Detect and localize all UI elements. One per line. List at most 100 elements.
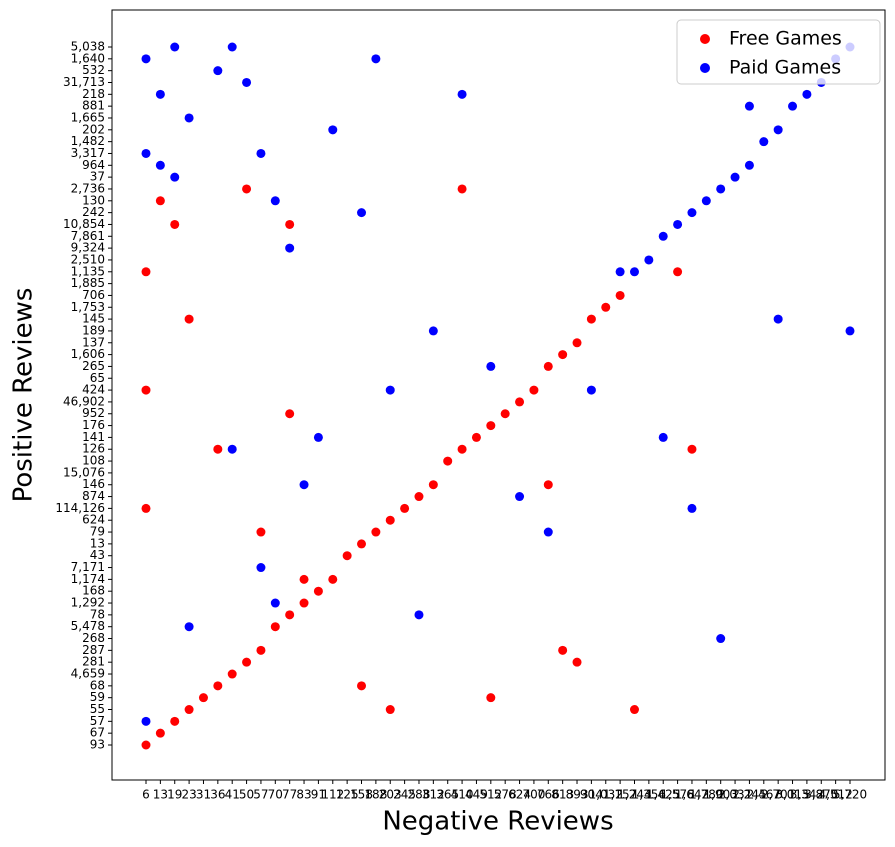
x-tick-label: 288 (408, 788, 431, 802)
x-tick-label: 19 (167, 788, 182, 802)
point (515, 397, 525, 407)
point (601, 302, 611, 312)
point (385, 705, 395, 715)
legend-box (676, 19, 881, 85)
point (759, 137, 769, 147)
point (486, 693, 496, 703)
y-tick-label: 218 (82, 87, 105, 101)
point (788, 101, 798, 111)
y-tick-label: 126 (82, 442, 105, 456)
y-tick-label: 7,171 (71, 560, 105, 574)
point (730, 172, 740, 182)
x-tick-label: 1,642 (675, 788, 709, 802)
point (141, 54, 151, 64)
point (256, 148, 266, 158)
y-tick-label: 189 (82, 323, 105, 337)
x-tick-label: 203 (379, 788, 402, 802)
point (629, 267, 639, 277)
y-tick-label: 9,324 (71, 241, 105, 255)
x-tick-label: 624 (508, 788, 531, 802)
point (184, 314, 194, 324)
point (198, 693, 208, 703)
point (256, 527, 266, 537)
y-tick-label: 43 (90, 548, 105, 562)
point (673, 219, 683, 229)
point (658, 432, 668, 442)
x-tick-label: 158 (350, 788, 373, 802)
point (227, 42, 237, 52)
point (457, 89, 467, 99)
point (357, 539, 367, 549)
point (285, 409, 295, 419)
point (227, 669, 237, 679)
point (357, 681, 367, 691)
point (357, 208, 367, 218)
point (701, 196, 711, 206)
y-tick-label: 881 (82, 99, 105, 113)
x-tick-label: 2,031 (718, 788, 752, 802)
point (471, 432, 481, 442)
y-tick-label: 265 (82, 359, 105, 373)
point (428, 480, 438, 490)
point (414, 610, 424, 620)
point (802, 89, 812, 99)
y-tick-label: 3,317 (71, 146, 105, 160)
point (270, 196, 280, 206)
point (299, 574, 309, 584)
point (141, 716, 151, 726)
x-tick-label: 188 (364, 788, 387, 802)
x-tick-label: 1,425 (646, 788, 680, 802)
plot-frame (111, 9, 886, 781)
point (558, 645, 568, 655)
x-tick-label: 41 (225, 788, 240, 802)
y-tick-label: 114,126 (55, 501, 105, 515)
y-tick-label: 141 (82, 430, 105, 444)
x-tick-label: 2,245 (732, 788, 766, 802)
point (184, 113, 194, 123)
x-tick-label: 3,342 (790, 788, 824, 802)
point (586, 385, 596, 395)
point (400, 503, 410, 513)
y-tick-label: 202 (82, 122, 105, 136)
x-tick-label: 449 (465, 788, 488, 802)
point (155, 89, 165, 99)
point (170, 219, 180, 229)
y-tick-label: 67 (90, 726, 105, 740)
y-tick-label: 31,713 (63, 75, 105, 89)
x-tick-label: 57 (253, 788, 268, 802)
point (256, 645, 266, 655)
point (744, 160, 754, 170)
x-tick-label: 904 (580, 788, 603, 802)
y-tick-label: 1,606 (71, 347, 105, 361)
point (615, 290, 625, 300)
point (500, 409, 510, 419)
y-tick-label: 2,736 (71, 181, 105, 195)
y-tick-label: 57 (90, 714, 105, 728)
x-tick-label: 31 (196, 788, 211, 802)
x-tick-label: 6 (142, 788, 150, 802)
point (716, 634, 726, 644)
x-tick-label: 3,870 (804, 788, 838, 802)
point (414, 492, 424, 502)
x-tick-label: 3,015 (775, 788, 809, 802)
y-tick-label: 10,854 (63, 217, 105, 231)
legend-marker (700, 63, 710, 73)
x-tick-label: 1,356 (632, 788, 666, 802)
point (141, 148, 151, 158)
point (227, 444, 237, 454)
y-tick-label: 242 (82, 205, 105, 219)
y-tick-label: 532 (82, 63, 105, 77)
y-tick-label: 1,885 (71, 276, 105, 290)
x-tick-label: 512 (479, 788, 502, 802)
y-tick-label: 59 (90, 690, 105, 704)
point (845, 326, 855, 336)
x-tick-label: 50 (239, 788, 254, 802)
point (615, 267, 625, 277)
point (242, 657, 252, 667)
point (141, 385, 151, 395)
y-tick-label: 1,753 (71, 300, 105, 314)
x-tick-label: 70 (268, 788, 283, 802)
point (299, 480, 309, 490)
